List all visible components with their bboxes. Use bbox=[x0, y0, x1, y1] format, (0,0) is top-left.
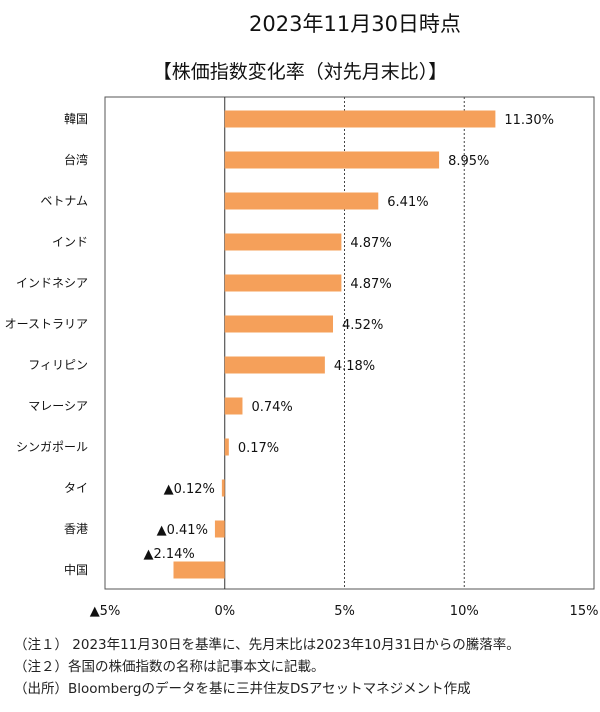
category-label: 中国 bbox=[64, 562, 88, 577]
note-2: （注２）各国の株価指数の名称は記事本文に記載。 bbox=[14, 659, 325, 675]
x-tick-label: 0% bbox=[214, 604, 235, 619]
value-label: 4.52% bbox=[342, 318, 383, 333]
category-label: マレーシア bbox=[28, 399, 88, 413]
value-label: 6.41% bbox=[387, 195, 428, 210]
bar bbox=[224, 233, 342, 251]
bar bbox=[173, 561, 225, 579]
bar bbox=[224, 438, 229, 456]
bar bbox=[224, 110, 496, 128]
category-label: インド bbox=[52, 235, 88, 249]
value-label: 0.74% bbox=[251, 400, 292, 415]
note-1: （注１） 2023年11月30日を基準に、先月末比は2023年10月31日からの… bbox=[14, 637, 520, 653]
bar bbox=[224, 274, 342, 292]
bar bbox=[214, 520, 225, 538]
category-label: 台湾 bbox=[64, 152, 88, 167]
x-tick-label: 10% bbox=[450, 604, 479, 619]
category-label: オーストラリア bbox=[5, 317, 88, 331]
category-label: タイ bbox=[64, 481, 88, 495]
bar bbox=[224, 315, 334, 333]
bar bbox=[224, 356, 325, 374]
value-label: 4.87% bbox=[350, 277, 391, 292]
x-tick-label: ▲5% bbox=[90, 604, 121, 619]
category-label: フィリピン bbox=[28, 358, 88, 372]
value-label: 8.95% bbox=[448, 154, 489, 169]
bar bbox=[221, 479, 225, 497]
chart-date: 2023年11月30日時点 bbox=[249, 12, 461, 36]
category-label: ベトナム bbox=[40, 194, 88, 208]
category-label: シンガポール bbox=[16, 440, 88, 454]
value-label: 11.30% bbox=[504, 113, 554, 128]
value-label: ▲2.14% bbox=[143, 547, 194, 562]
value-label: 4.87% bbox=[350, 236, 391, 251]
value-label: 4.18% bbox=[334, 359, 375, 374]
x-tick-label: 15% bbox=[570, 604, 599, 619]
bar bbox=[224, 192, 379, 210]
bar-chart: 韓国台湾ベトナムインドインドネシアオーストラリアフィリピンマレーシアシンガポール… bbox=[5, 96, 599, 619]
note-3: （出所）Bloombergのデータを基に三井住友DSアセットマネジメント作成 bbox=[14, 681, 471, 697]
bar bbox=[224, 397, 243, 415]
x-tick-label: 5% bbox=[334, 604, 355, 619]
chart-title: 【株価指数変化率（対先月末比）】 bbox=[152, 61, 448, 83]
value-label: ▲0.41% bbox=[157, 523, 208, 538]
plot-frame bbox=[104, 96, 595, 590]
category-label: 韓国 bbox=[64, 112, 88, 126]
value-label: ▲0.12% bbox=[164, 482, 215, 497]
bar bbox=[224, 151, 440, 169]
category-label: 香港 bbox=[64, 522, 88, 536]
value-label: 0.17% bbox=[238, 441, 279, 456]
footnotes: （注１） 2023年11月30日を基準に、先月末比は2023年10月31日からの… bbox=[14, 634, 520, 700]
category-label: インドネシア bbox=[16, 276, 88, 290]
